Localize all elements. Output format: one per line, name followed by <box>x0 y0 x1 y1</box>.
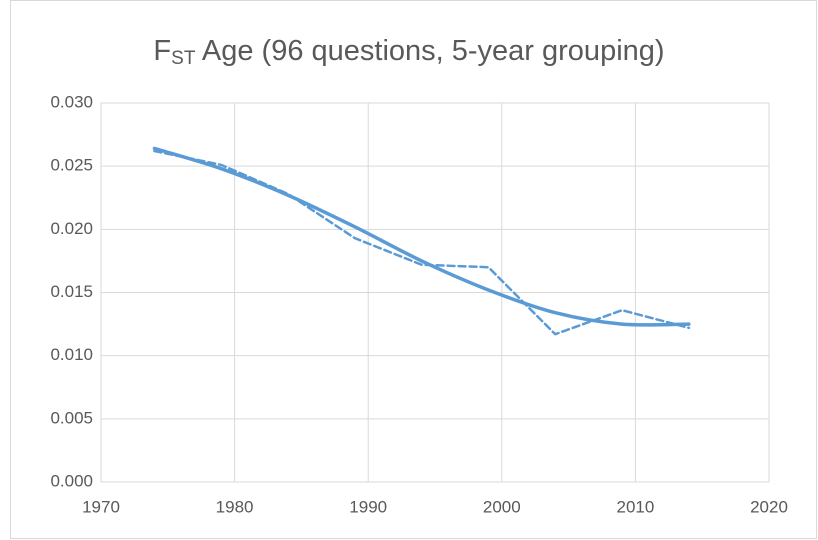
title-subscript: ST <box>171 48 196 69</box>
x-tick-label: 1980 <box>216 497 254 516</box>
y-tick-label: 0.020 <box>50 219 93 238</box>
x-tick-label: 1990 <box>349 497 387 516</box>
x-tick-label: 1970 <box>82 497 120 516</box>
y-tick-label: 0.015 <box>50 282 93 301</box>
dashed-line <box>153 149 691 336</box>
y-tick-label: 0.005 <box>50 408 93 427</box>
y-tick-label: 0.025 <box>50 156 93 175</box>
x-tick-label: 2010 <box>616 497 654 516</box>
title-main: F <box>153 35 171 67</box>
y-tick-label: 0.000 <box>50 471 93 490</box>
chart-border <box>10 0 817 539</box>
x-tick-label: 2000 <box>483 497 521 516</box>
title-rest: Age (96 questions, 5-year grouping) <box>195 35 664 67</box>
y-tick-label: 0.030 <box>50 92 93 111</box>
x-tick-label: 2020 <box>750 497 788 516</box>
chart-title: FST Age (96 questions, 5-year grouping) <box>153 35 664 69</box>
trend-line <box>152 146 691 327</box>
y-tick-label: 0.010 <box>50 345 93 364</box>
